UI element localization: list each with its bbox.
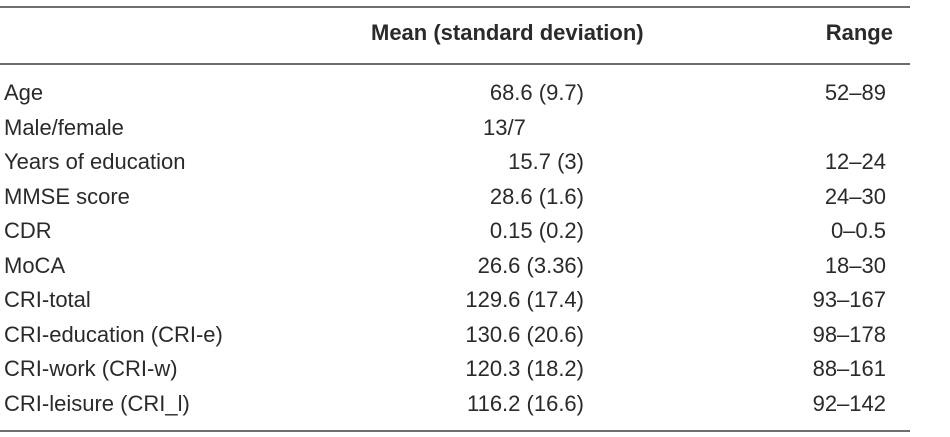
row-label: CRI-education (CRI-e) [4,321,223,347]
row-label: Male/female [4,114,124,140]
table-row-cri-total: CRI-total 129.6 (17.4) 93–167 [0,283,910,318]
table-row-age: Age 68.6 (9.7) 52–89 [0,76,910,111]
row-range-value: 12–24 [824,149,886,174]
row-range-value: 98–178 [812,321,886,347]
table-row-cri-work: CRI-work (CRI-w) 120.3 (18.2) 88–161 [0,352,910,387]
table-row-cri-education: CRI-education (CRI-e) 130.6 (20.6) 98–17… [0,318,910,353]
row-range-value: 0–0.5 [830,218,886,243]
row-label: Years of education [4,149,186,174]
row-mean-value: 129.6 (17.4) [465,287,584,312]
row-mean-value: 28.6 (1.6) [489,183,584,209]
row-mean-value: 0.15 (0.2) [489,218,584,243]
row-label: CRI-total [4,287,91,312]
table-body: Age 68.6 (9.7) 52–89 Male/female 13/7 Ye… [0,76,910,421]
row-mean-value: 120.3 (18.2) [465,356,584,381]
row-label: Age [4,80,44,105]
table-row-moca: MoCA 26.6 (3.36) 18–30 [0,249,910,284]
column-header-mean: Mean (standard deviation) [371,20,644,45]
row-range-value: 92–142 [812,390,886,416]
row-range-value: 93–167 [812,287,886,312]
row-label: CRI-work (CRI-w) [4,356,178,381]
row-mean-value: 130.6 (20.6) [465,321,584,347]
header-divider-rule [0,63,910,65]
table-row-cri-leisure: CRI-leisure (CRI_l) 116.2 (16.6) 92–142 [0,387,910,422]
table-row-male-female: Male/female 13/7 [0,111,910,146]
row-label: MoCA [4,252,66,278]
table-row-years-of-education: Years of education 15.7 (3) 12–24 [0,145,910,180]
table-row-mmse-score: MMSE score 28.6 (1.6) 24–30 [0,180,910,215]
row-mean-value: 13/7 [483,114,526,140]
table-top-rule [0,6,910,8]
table-row-cdr: CDR 0.15 (0.2) 0–0.5 [0,214,910,249]
row-range-value: 52–89 [824,80,886,105]
table-bottom-rule [0,430,910,432]
row-mean-value: 26.6 (3.36) [477,252,584,278]
row-range-value: 18–30 [824,252,886,278]
row-label: CRI-leisure (CRI_l) [4,390,190,416]
row-mean-value: 116.2 (16.6) [466,390,584,416]
row-label: CDR [4,218,52,243]
row-range-value: 88–161 [812,356,886,381]
row-range-value: 24–30 [824,183,886,209]
row-mean-value: 15.7 (3) [508,149,584,174]
row-mean-value: 68.6 (9.7) [489,80,584,105]
row-label: MMSE score [4,183,130,209]
column-header-range: Range [825,20,893,45]
